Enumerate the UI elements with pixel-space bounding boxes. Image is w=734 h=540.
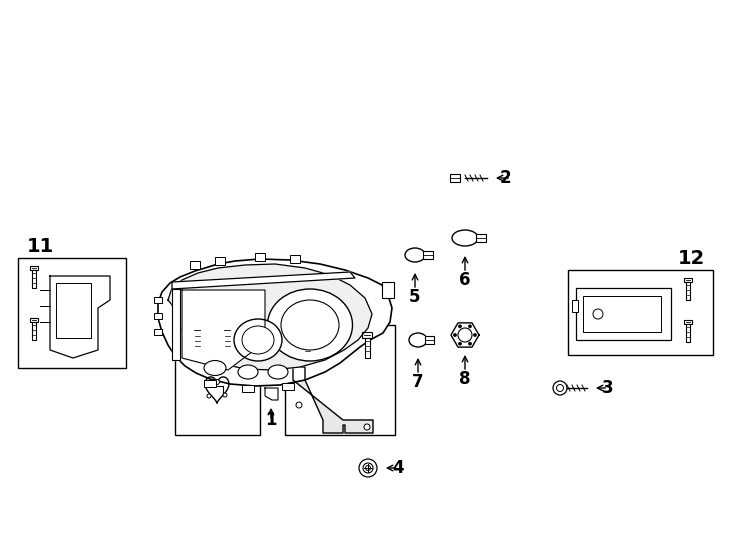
Bar <box>215 257 225 265</box>
Text: 11: 11 <box>26 237 54 255</box>
Bar <box>572 300 578 312</box>
Text: 4: 4 <box>392 459 404 477</box>
Circle shape <box>363 463 373 473</box>
Circle shape <box>458 328 472 342</box>
Bar <box>686 325 690 342</box>
Bar <box>154 297 162 303</box>
Text: 7: 7 <box>413 373 424 391</box>
Bar <box>684 320 692 325</box>
Bar <box>18 258 126 368</box>
Bar <box>154 313 162 319</box>
Bar <box>576 288 671 340</box>
Bar <box>30 266 38 271</box>
Circle shape <box>553 381 567 395</box>
Circle shape <box>207 394 211 398</box>
Polygon shape <box>158 259 392 386</box>
Ellipse shape <box>268 365 288 379</box>
Text: 10: 10 <box>327 303 354 322</box>
Bar <box>242 385 254 392</box>
Bar <box>450 174 460 182</box>
Circle shape <box>468 342 471 345</box>
Circle shape <box>366 465 371 470</box>
Bar <box>154 329 162 335</box>
Circle shape <box>459 325 462 328</box>
Bar <box>192 327 202 333</box>
Text: 2: 2 <box>499 169 511 187</box>
Polygon shape <box>168 264 372 370</box>
Bar <box>204 380 216 387</box>
Bar <box>583 296 661 332</box>
Bar <box>56 283 91 338</box>
Circle shape <box>364 424 370 430</box>
Text: 8: 8 <box>459 370 470 388</box>
Ellipse shape <box>409 333 427 347</box>
Polygon shape <box>182 290 265 370</box>
Bar <box>32 271 36 288</box>
Circle shape <box>223 393 227 397</box>
Polygon shape <box>265 388 278 400</box>
Bar <box>476 234 486 242</box>
Bar <box>362 332 372 338</box>
Circle shape <box>556 384 564 391</box>
Bar <box>190 261 200 269</box>
Bar <box>365 338 369 358</box>
Bar <box>282 383 294 390</box>
Polygon shape <box>172 272 355 289</box>
Circle shape <box>468 325 471 328</box>
Bar <box>305 338 310 360</box>
Bar <box>32 322 36 340</box>
Ellipse shape <box>234 319 282 361</box>
Text: 1: 1 <box>265 411 277 429</box>
Bar <box>568 270 713 355</box>
Circle shape <box>473 334 476 336</box>
Circle shape <box>214 380 219 384</box>
Bar <box>255 253 265 261</box>
Circle shape <box>593 309 603 319</box>
Ellipse shape <box>267 289 352 361</box>
Bar <box>290 255 300 263</box>
Bar <box>225 333 230 353</box>
Polygon shape <box>172 289 180 360</box>
Text: 12: 12 <box>677 248 705 267</box>
Bar <box>222 327 232 333</box>
Bar <box>425 336 434 344</box>
Text: 6: 6 <box>459 271 470 289</box>
Circle shape <box>359 459 377 477</box>
Bar <box>195 333 200 353</box>
Circle shape <box>296 402 302 408</box>
Ellipse shape <box>405 248 425 262</box>
Circle shape <box>459 342 462 345</box>
Bar <box>382 282 394 298</box>
Circle shape <box>454 334 457 336</box>
Bar <box>302 332 312 338</box>
Polygon shape <box>205 377 229 403</box>
Polygon shape <box>451 323 479 347</box>
Bar <box>30 318 38 322</box>
Ellipse shape <box>281 300 339 350</box>
Polygon shape <box>293 367 373 433</box>
Bar <box>285 325 395 435</box>
Bar <box>684 278 692 282</box>
Bar <box>175 320 260 435</box>
Ellipse shape <box>242 326 274 354</box>
Text: 3: 3 <box>602 379 614 397</box>
Ellipse shape <box>238 365 258 379</box>
Bar <box>423 251 433 259</box>
Ellipse shape <box>204 361 226 375</box>
Bar <box>686 282 690 300</box>
Polygon shape <box>50 276 110 358</box>
Ellipse shape <box>452 230 478 246</box>
Text: 5: 5 <box>410 288 421 306</box>
Text: 9: 9 <box>211 299 225 318</box>
